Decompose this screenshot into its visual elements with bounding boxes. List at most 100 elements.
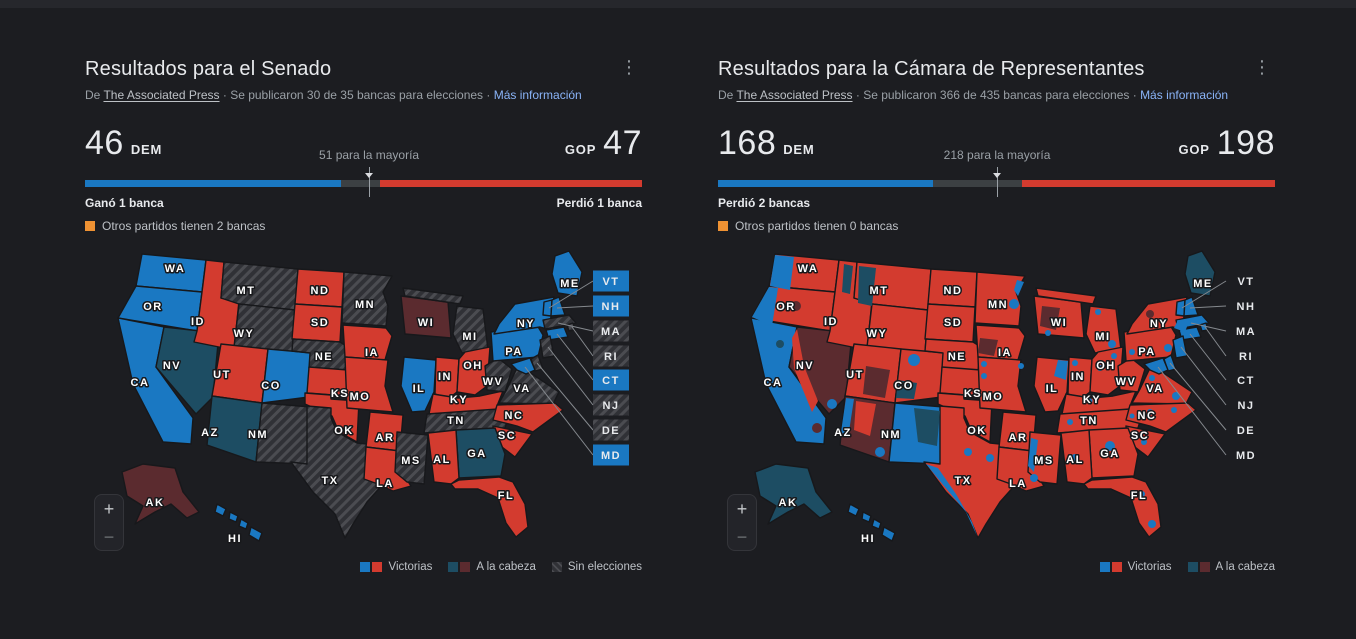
state-ME[interactable] [1184,250,1216,297]
callout-leader-line [557,322,594,332]
state-label-ME: ME [1193,278,1213,290]
callout-DE[interactable] [593,419,629,441]
state-TX[interactable] [290,405,387,539]
state-label-MT: MT [870,285,889,297]
state-FL[interactable] [1083,476,1162,538]
house-panel: Resultados para la Cámara de Representan… [718,58,1275,573]
callout-label-VT: VT [1237,276,1254,288]
dem-win-swatch [1099,562,1110,572]
callout-RI[interactable] [593,345,629,367]
state-label-MI: MI [1095,331,1110,343]
majority-marker [992,167,1001,197]
state-IN[interactable] [434,356,460,399]
legend-label-no-elections: Sin elecciones [567,561,642,573]
callout-leader-line [556,333,594,381]
state-NJ[interactable] [539,335,555,359]
state-MN[interactable] [341,271,393,327]
others-party-swatch [718,221,728,231]
house-results-bar [718,167,1275,197]
callout-label-MD: MD [601,450,621,462]
state-HI[interactable] [214,503,263,542]
dem-score: 46 DEM [85,124,162,163]
state-MO[interactable] [977,356,1027,413]
state-label-TX: TX [321,475,338,487]
callout-NJ[interactable] [593,394,629,416]
state-ME[interactable] [551,250,583,297]
state-label-ND: ND [944,285,963,297]
state-NJ[interactable] [1172,335,1188,359]
state-label-WV: WV [483,376,504,388]
gop-party-label: GOP [1178,142,1210,157]
state-FL[interactable] [450,476,529,538]
zoom-out-button[interactable]: − [736,527,748,547]
senate-results-bar [85,167,642,197]
state-label-MS: MS [1034,455,1054,467]
state-label-NV: NV [796,360,814,372]
state-label-CO: CO [261,380,281,392]
state-NH[interactable] [550,296,566,317]
state-label-VA: VA [513,383,530,395]
zoom-in-button[interactable]: + [736,499,748,519]
zoom-out-button[interactable]: − [103,527,115,547]
state-label-KY: KY [450,394,468,406]
callout-NH[interactable] [593,295,629,317]
dem-win-swatch [360,562,371,572]
state-AK[interactable] [121,463,200,525]
state-HI[interactable] [847,503,896,542]
state-MO[interactable] [344,356,394,413]
state-NH[interactable] [1183,296,1199,317]
legend-item-leading: A la cabeza [1187,561,1275,573]
senate-legend: Victorias A la cabeza Sin elecciones [85,561,642,573]
house-source-line: De The Associated Press · Se publicaron … [718,88,1275,102]
source-link[interactable]: The Associated Press [103,88,220,102]
state-label-NM: NM [248,429,268,441]
state-label-WY: WY [234,328,255,340]
source-detail: · Se publicaron 366 de 435 bancas para e… [852,88,1141,102]
state-label-AZ: AZ [834,427,852,439]
state-label-PA: PA [505,346,522,358]
state-MA[interactable] [542,314,577,330]
callout-MD[interactable] [593,444,629,466]
gop-lead-swatch [1199,562,1210,572]
state-label-ME: ME [560,278,580,290]
state-AK[interactable] [754,463,833,525]
callout-MA[interactable] [593,320,629,342]
state-label-AR: AR [1009,432,1028,444]
state-label-GA: GA [1100,448,1120,460]
senate-score-row: 46 DEM 51 para la mayoría GOP 47 [85,124,642,166]
state-label-AK: AK [146,497,165,509]
more-info-link[interactable]: Más información [1140,88,1229,102]
source-prefix: De [85,88,104,102]
state-label-MO: MO [350,391,371,403]
majority-label: 51 para la mayoría [319,148,420,162]
state-IA[interactable] [342,324,393,361]
state-AL[interactable] [427,429,460,485]
source-link[interactable]: The Associated Press [736,88,853,102]
kebab-menu-icon[interactable]: ⋮ [1253,57,1271,77]
callout-VT[interactable] [593,270,629,292]
callout-label-CT: CT [602,375,620,387]
legend-item-victories: Victorias [360,561,432,573]
gop-count: 47 [603,124,642,162]
callout-label-MA: MA [1236,326,1256,338]
state-NC[interactable] [492,402,564,433]
state-MD[interactable] [1143,357,1169,375]
state-label-IN: IN [1071,371,1085,383]
state-NC[interactable] [1125,402,1197,433]
state-label-MI: MI [462,331,477,343]
more-info-link[interactable]: Más información [493,88,582,102]
callout-label-NJ: NJ [602,400,619,412]
state-label-AL: AL [1066,454,1084,466]
state-label-MN: MN [355,299,375,311]
state-MN[interactable] [974,271,1026,327]
state-IN[interactable] [1067,356,1093,399]
zoom-in-button[interactable]: + [103,499,115,519]
state-label-OR: OR [143,301,163,313]
state-MD[interactable] [510,357,536,375]
callout-leader-line [524,366,594,456]
state-MS[interactable] [394,431,429,485]
state-label-OH: OH [1096,360,1116,372]
callout-CT[interactable] [593,369,629,391]
kebab-menu-icon[interactable]: ⋮ [620,57,638,77]
state-label-UT: UT [846,369,864,381]
